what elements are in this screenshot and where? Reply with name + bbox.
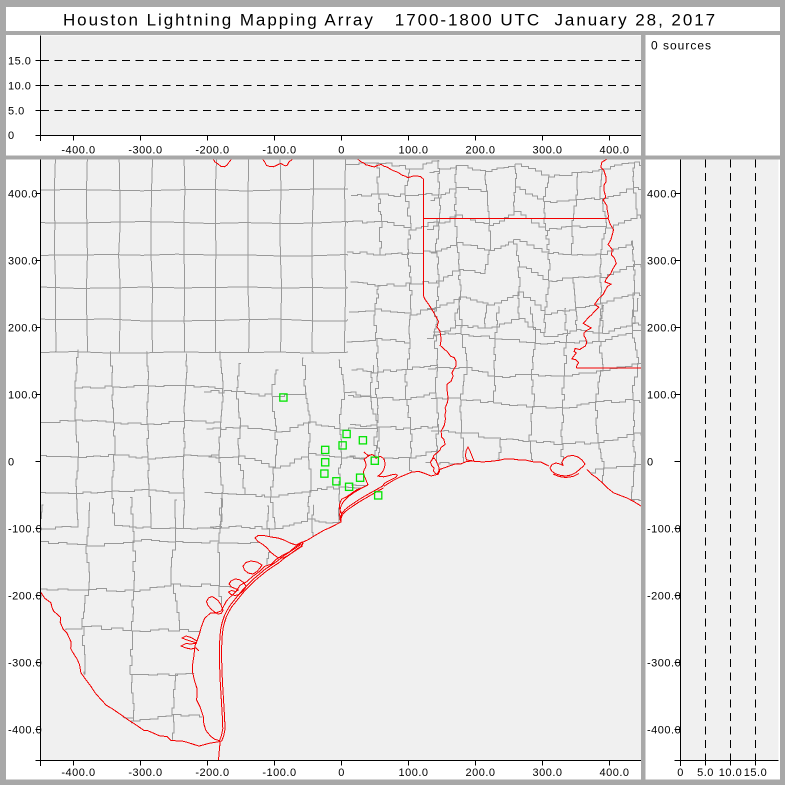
svg-text:5.0: 5.0	[8, 106, 25, 118]
svg-text:300.0: 300.0	[8, 256, 38, 268]
svg-text:200.0: 200.0	[465, 767, 495, 779]
svg-text:5.0: 5.0	[697, 767, 714, 779]
svg-text:400.0: 400.0	[647, 189, 677, 201]
svg-text:300.0: 300.0	[532, 145, 562, 157]
svg-text:0: 0	[338, 145, 345, 157]
svg-text:Houston Lightning Mapping Arra: Houston Lightning Mapping Array 1700-180…	[63, 11, 717, 30]
svg-text:-400.0: -400.0	[61, 145, 95, 157]
svg-text:0: 0	[677, 767, 684, 779]
svg-text:-100.0: -100.0	[262, 767, 296, 779]
svg-text:15.0: 15.0	[744, 767, 767, 779]
svg-text:400.0: 400.0	[599, 145, 629, 157]
svg-text:0: 0	[338, 767, 345, 779]
svg-text:-100.0: -100.0	[647, 524, 681, 536]
svg-text:200.0: 200.0	[8, 323, 38, 335]
svg-text:0 sources: 0 sources	[651, 39, 712, 53]
svg-text:100.0: 100.0	[647, 390, 677, 402]
svg-text:-200.0: -200.0	[647, 591, 681, 603]
svg-text:-300.0: -300.0	[647, 658, 681, 670]
svg-text:-200.0: -200.0	[8, 591, 42, 603]
svg-text:-300.0: -300.0	[128, 145, 162, 157]
svg-text:100.0: 100.0	[398, 145, 428, 157]
svg-text:300.0: 300.0	[647, 256, 677, 268]
svg-text:-200.0: -200.0	[195, 145, 229, 157]
svg-text:15.0: 15.0	[8, 56, 31, 68]
svg-text:-200.0: -200.0	[195, 767, 229, 779]
svg-text:200.0: 200.0	[647, 323, 677, 335]
svg-text:10.0: 10.0	[8, 81, 31, 93]
svg-text:-300.0: -300.0	[128, 767, 162, 779]
svg-text:10.0: 10.0	[719, 767, 742, 779]
svg-text:-400.0: -400.0	[647, 725, 681, 737]
svg-text:0: 0	[647, 457, 654, 469]
svg-text:200.0: 200.0	[465, 145, 495, 157]
svg-text:400.0: 400.0	[8, 189, 38, 201]
svg-text:400.0: 400.0	[599, 767, 629, 779]
svg-text:-100.0: -100.0	[8, 524, 42, 536]
svg-text:100.0: 100.0	[8, 390, 38, 402]
svg-text:0: 0	[8, 130, 15, 142]
svg-text:-400.0: -400.0	[61, 767, 95, 779]
svg-text:300.0: 300.0	[532, 767, 562, 779]
svg-text:100.0: 100.0	[398, 767, 428, 779]
svg-text:-400.0: -400.0	[8, 725, 42, 737]
svg-text:-300.0: -300.0	[8, 658, 42, 670]
svg-text:0: 0	[8, 457, 15, 469]
svg-text:-100.0: -100.0	[262, 145, 296, 157]
